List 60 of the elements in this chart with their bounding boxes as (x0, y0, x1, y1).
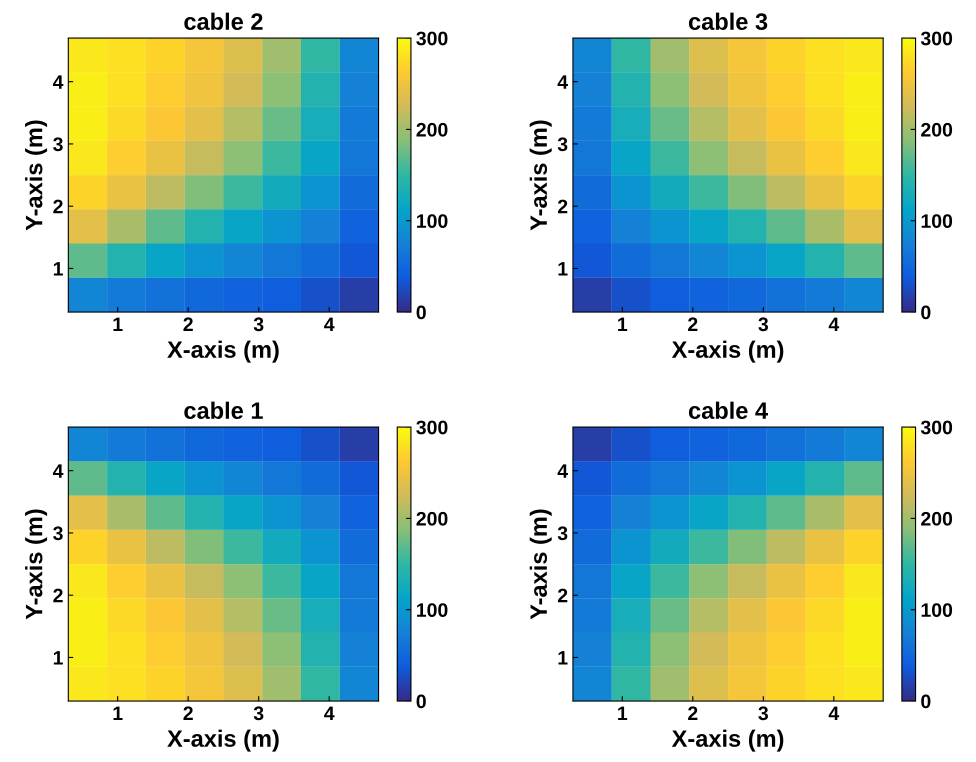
x-tick-label: 3 (254, 317, 264, 332)
y-tick-label: 2 (53, 588, 63, 602)
color-bar-label: 0 (921, 694, 930, 708)
x-tick-label: 3 (758, 706, 768, 720)
y-axis-title: Y-axis (m) (25, 509, 48, 620)
x-tick-label: 3 (254, 706, 264, 720)
y-tick-label: 2 (53, 200, 63, 214)
color-bar-label: 300 (416, 420, 448, 434)
color-bar-label: 100 (922, 214, 952, 228)
x-tick-label: 2 (688, 706, 698, 720)
x-tick-label: 2 (183, 706, 193, 720)
chart-title: cable 2 (184, 12, 263, 30)
color-bar-label: 200 (416, 512, 448, 526)
chart-title: cable 3 (688, 12, 768, 30)
color-bar-label: 0 (416, 306, 426, 320)
color-bar-label: 0 (416, 694, 426, 708)
x-tick-label: 4 (324, 706, 335, 720)
x-tick-label: 1 (618, 706, 628, 720)
y-tick-label: 4 (558, 75, 568, 89)
color-bar-label: 200 (921, 122, 952, 137)
x-axis-title: X-axis (m) (167, 730, 279, 752)
y-tick-label: 1 (54, 262, 63, 276)
chart-title: cable 1 (184, 402, 263, 419)
y-tick-label: 1 (558, 651, 568, 665)
x-tick-label: 2 (183, 317, 193, 331)
x-tick-label: 4 (828, 318, 840, 331)
x-tick-label: 4 (828, 706, 840, 720)
color-bar-label: 100 (417, 214, 448, 228)
x-axis-title: X-axis (m) (672, 730, 784, 752)
y-tick-label: 3 (558, 526, 568, 540)
color-bar-label: 200 (416, 122, 448, 137)
color-bar-label: 100 (922, 603, 952, 617)
x-tick-label: 2 (688, 317, 698, 331)
y-axis-title: Y-axis (m) (530, 509, 552, 620)
x-axis-title: X-axis (m) (672, 340, 784, 363)
color-bar-label: 0 (921, 306, 930, 320)
y-tick-label: 2 (558, 588, 568, 602)
y-tick-label: 1 (54, 651, 63, 665)
y-tick-label: 2 (558, 200, 568, 214)
color-bar-label: 200 (921, 512, 952, 526)
chart-title: cable 4 (688, 402, 768, 419)
x-tick-label: 4 (324, 318, 335, 331)
y-tick-label: 1 (558, 262, 568, 276)
color-bar-label: 300 (416, 32, 448, 46)
x-tick-label: 1 (618, 318, 628, 331)
y-tick-label: 3 (53, 526, 63, 540)
color-bar-label: 100 (417, 603, 448, 617)
y-tick-label: 4 (52, 75, 64, 89)
color-bar-label: 300 (920, 32, 952, 46)
x-tick-label: 1 (113, 318, 123, 331)
y-axis-title: Y-axis (m) (530, 120, 552, 230)
x-axis-title: X-axis (m) (167, 340, 279, 363)
color-bar-label: 300 (920, 420, 952, 434)
x-tick-label: 1 (113, 706, 123, 720)
y-tick-label: 4 (558, 464, 568, 478)
y-tick-label: 3 (558, 137, 568, 152)
x-tick-label: 3 (758, 317, 768, 332)
y-tick-label: 3 (53, 137, 63, 152)
y-axis-title: Y-axis (m) (25, 120, 48, 230)
y-tick-label: 4 (52, 464, 64, 478)
